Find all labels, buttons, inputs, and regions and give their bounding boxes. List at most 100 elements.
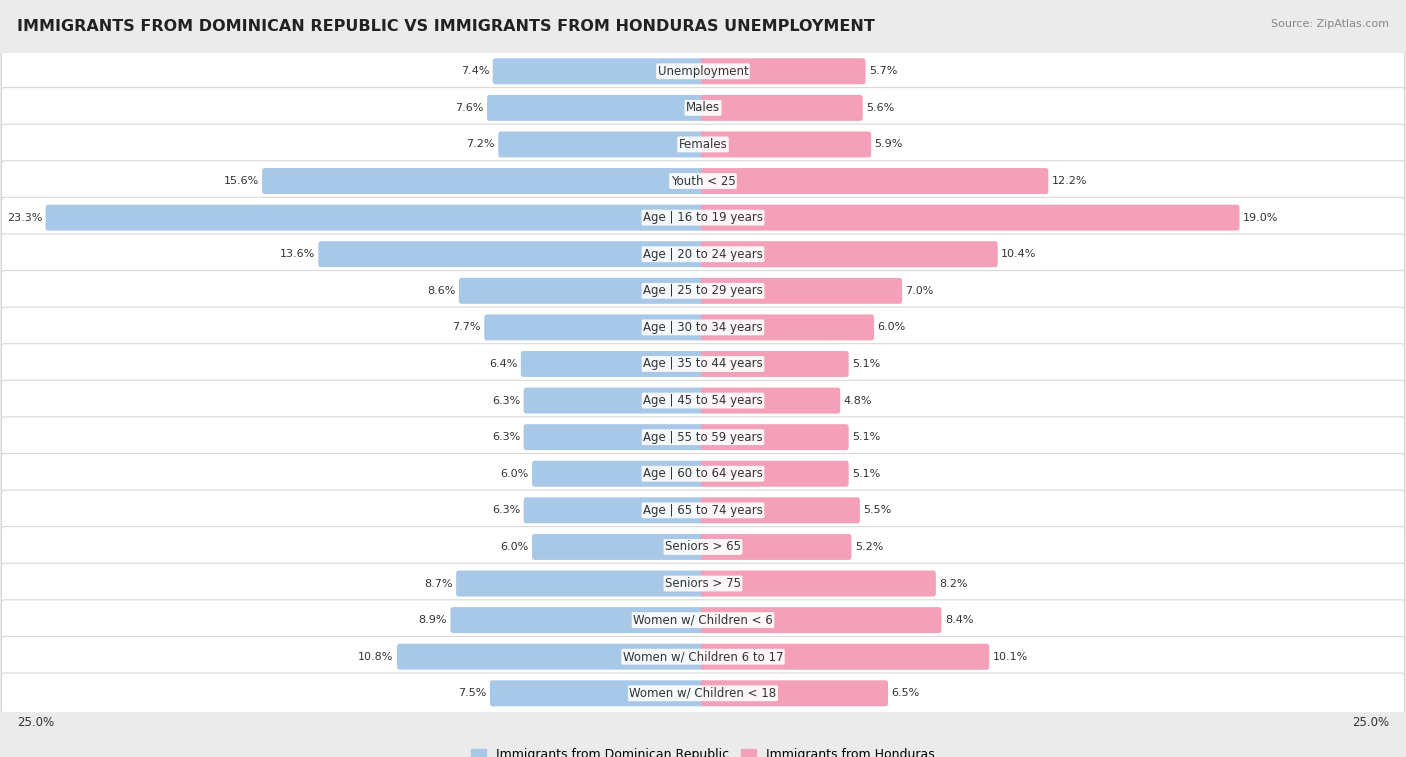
Legend: Immigrants from Dominican Republic, Immigrants from Honduras: Immigrants from Dominican Republic, Immi… [471,749,935,757]
FancyBboxPatch shape [523,424,706,450]
Text: 5.1%: 5.1% [852,432,880,442]
Text: 7.5%: 7.5% [458,688,486,698]
FancyBboxPatch shape [1,673,1405,714]
Text: Women w/ Children 6 to 17: Women w/ Children 6 to 17 [623,650,783,663]
Text: Age | 30 to 34 years: Age | 30 to 34 years [643,321,763,334]
Text: 25.0%: 25.0% [1353,716,1389,730]
FancyBboxPatch shape [1,637,1405,677]
Text: Age | 60 to 64 years: Age | 60 to 64 years [643,467,763,480]
FancyBboxPatch shape [700,351,849,377]
FancyBboxPatch shape [489,681,706,706]
FancyBboxPatch shape [1,307,1405,347]
Text: 5.9%: 5.9% [875,139,903,149]
FancyBboxPatch shape [318,241,706,267]
Text: 25.0%: 25.0% [17,716,53,730]
Text: Females: Females [679,138,727,151]
FancyBboxPatch shape [1,344,1405,385]
FancyBboxPatch shape [484,314,706,341]
FancyBboxPatch shape [700,132,872,157]
FancyBboxPatch shape [523,497,706,523]
Text: Age | 65 to 74 years: Age | 65 to 74 years [643,504,763,517]
FancyBboxPatch shape [486,95,706,121]
FancyBboxPatch shape [262,168,706,194]
FancyBboxPatch shape [1,490,1405,531]
Text: 7.2%: 7.2% [467,139,495,149]
FancyBboxPatch shape [1,380,1405,421]
FancyBboxPatch shape [45,204,706,231]
FancyBboxPatch shape [700,681,889,706]
FancyBboxPatch shape [1,198,1405,238]
Text: 10.1%: 10.1% [993,652,1028,662]
FancyBboxPatch shape [700,534,852,560]
Text: 7.6%: 7.6% [456,103,484,113]
FancyBboxPatch shape [1,270,1405,311]
Text: 8.7%: 8.7% [425,578,453,588]
FancyBboxPatch shape [520,351,706,377]
Text: 5.7%: 5.7% [869,67,897,76]
FancyBboxPatch shape [1,88,1405,128]
Text: 7.4%: 7.4% [461,67,489,76]
Text: Source: ZipAtlas.com: Source: ZipAtlas.com [1271,19,1389,29]
Text: 6.3%: 6.3% [492,396,520,406]
FancyBboxPatch shape [1,124,1405,165]
Text: 8.6%: 8.6% [427,286,456,296]
FancyBboxPatch shape [1,453,1405,494]
FancyBboxPatch shape [1,600,1405,640]
Text: Age | 55 to 59 years: Age | 55 to 59 years [643,431,763,444]
Text: 6.0%: 6.0% [501,542,529,552]
Text: 5.6%: 5.6% [866,103,894,113]
FancyBboxPatch shape [700,424,849,450]
FancyBboxPatch shape [456,571,706,597]
FancyBboxPatch shape [700,95,863,121]
FancyBboxPatch shape [1,417,1405,457]
FancyBboxPatch shape [458,278,706,304]
Text: 23.3%: 23.3% [7,213,42,223]
Text: 7.0%: 7.0% [905,286,934,296]
Text: Seniors > 75: Seniors > 75 [665,577,741,590]
FancyBboxPatch shape [498,132,706,157]
FancyBboxPatch shape [450,607,706,633]
Text: 13.6%: 13.6% [280,249,315,259]
Text: Seniors > 65: Seniors > 65 [665,540,741,553]
FancyBboxPatch shape [700,461,849,487]
Text: 8.2%: 8.2% [939,578,967,588]
Text: 8.4%: 8.4% [945,615,973,625]
FancyBboxPatch shape [1,51,1405,92]
FancyBboxPatch shape [700,168,1049,194]
Text: Age | 20 to 24 years: Age | 20 to 24 years [643,248,763,260]
Text: Women w/ Children < 18: Women w/ Children < 18 [630,687,776,699]
FancyBboxPatch shape [700,278,903,304]
Text: 6.3%: 6.3% [492,432,520,442]
FancyBboxPatch shape [1,234,1405,275]
FancyBboxPatch shape [700,241,998,267]
Text: Males: Males [686,101,720,114]
FancyBboxPatch shape [700,204,1240,231]
FancyBboxPatch shape [531,534,706,560]
Text: 5.2%: 5.2% [855,542,883,552]
FancyBboxPatch shape [700,497,860,523]
FancyBboxPatch shape [396,643,706,670]
Text: 6.0%: 6.0% [501,469,529,478]
Text: 6.4%: 6.4% [489,359,517,369]
FancyBboxPatch shape [1,160,1405,201]
FancyBboxPatch shape [492,58,706,84]
FancyBboxPatch shape [700,314,875,341]
Text: 5.1%: 5.1% [852,469,880,478]
Text: 7.7%: 7.7% [453,322,481,332]
FancyBboxPatch shape [700,58,866,84]
FancyBboxPatch shape [700,571,936,597]
FancyBboxPatch shape [531,461,706,487]
Text: 12.2%: 12.2% [1052,176,1087,186]
Text: IMMIGRANTS FROM DOMINICAN REPUBLIC VS IMMIGRANTS FROM HONDURAS UNEMPLOYMENT: IMMIGRANTS FROM DOMINICAN REPUBLIC VS IM… [17,19,875,34]
FancyBboxPatch shape [700,643,990,670]
FancyBboxPatch shape [700,388,841,413]
FancyBboxPatch shape [1,527,1405,567]
Text: Youth < 25: Youth < 25 [671,175,735,188]
Text: 10.8%: 10.8% [359,652,394,662]
Text: 4.8%: 4.8% [844,396,872,406]
Text: 5.1%: 5.1% [852,359,880,369]
Text: 6.0%: 6.0% [877,322,905,332]
Text: 6.5%: 6.5% [891,688,920,698]
Text: Age | 35 to 44 years: Age | 35 to 44 years [643,357,763,370]
Text: 5.5%: 5.5% [863,506,891,516]
